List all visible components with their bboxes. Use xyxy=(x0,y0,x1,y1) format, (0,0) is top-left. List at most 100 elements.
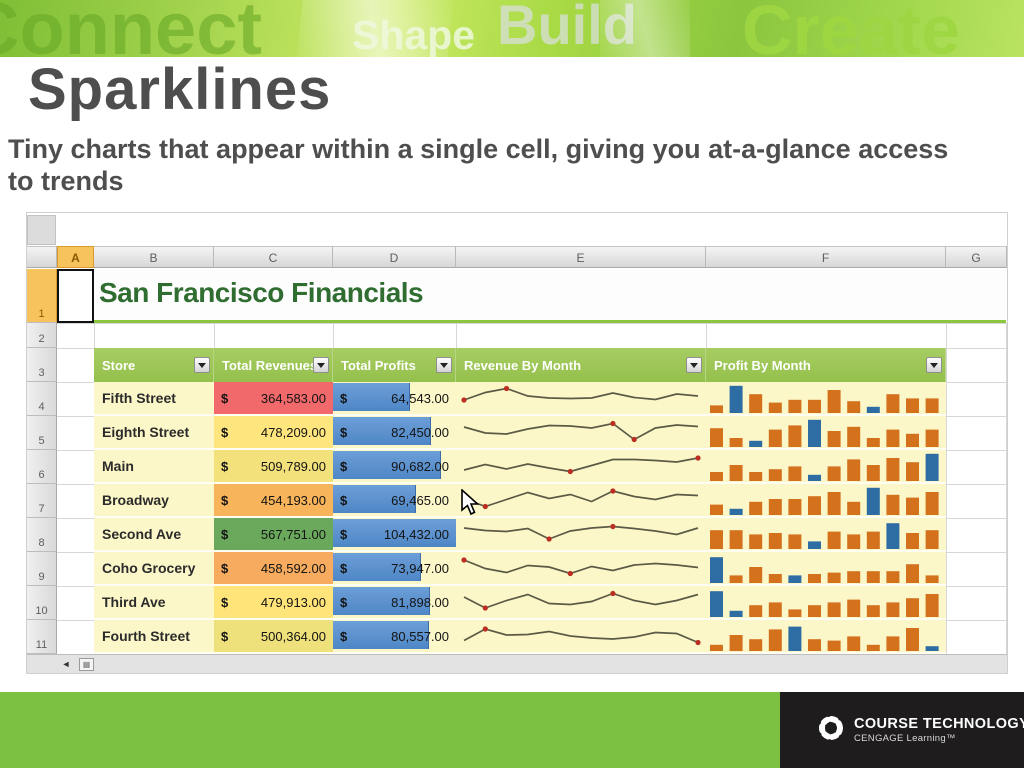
cell-total-revenues[interactable]: $500,364.00 xyxy=(214,620,333,654)
revenue-value: $458,592.00 xyxy=(221,560,326,576)
row-header-8[interactable]: 8 xyxy=(27,518,57,552)
cell-total-profits[interactable]: $80,557.00 xyxy=(333,620,456,654)
row-header-6[interactable]: 6 xyxy=(27,450,57,484)
column-header-F[interactable]: F xyxy=(706,246,946,268)
column-header-D[interactable]: D xyxy=(333,246,456,268)
store-name: Eighth Street xyxy=(102,424,190,440)
row-header-11[interactable]: 11 xyxy=(27,620,57,654)
selected-cell-a1[interactable] xyxy=(57,269,94,323)
cell-total-profits[interactable]: $73,947.00 xyxy=(333,552,456,586)
row-header-2[interactable]: 2 xyxy=(27,323,57,348)
cell-store[interactable]: Main xyxy=(94,450,214,484)
brand-cengage-learning: CENGAGE Learning™ xyxy=(854,733,956,744)
profit-data-bar xyxy=(333,553,422,581)
sheet-tab-icon[interactable]: ▦ xyxy=(79,658,94,671)
cell-store[interactable]: Fourth Street xyxy=(94,620,214,654)
revenue-value: $478,209.00 xyxy=(221,424,326,440)
profit-value: $82,450.00 xyxy=(340,424,449,440)
profit-value: $64,543.00 xyxy=(340,390,449,406)
select-all-corner[interactable] xyxy=(27,246,57,268)
column-header-A[interactable]: A xyxy=(57,246,94,268)
row-header-7[interactable]: 7 xyxy=(27,484,57,518)
cell-profit-sparkline[interactable] xyxy=(706,620,946,654)
footer-logo-area: COURSE TECHNOLOGY CENGAGE Learning™ xyxy=(780,692,1024,768)
column-header-G[interactable]: G xyxy=(946,246,1007,268)
cell-store[interactable]: Third Ave xyxy=(94,586,214,620)
revenue-value: $567,751.00 xyxy=(221,526,326,542)
revenue-value: $479,913.00 xyxy=(221,594,326,610)
banner-word-shape: Shape xyxy=(352,12,476,57)
cell-total-revenues[interactable]: $454,193.00 xyxy=(214,484,333,518)
banner-word-build: Build xyxy=(497,0,637,56)
row-header-1[interactable]: 1 xyxy=(27,269,57,323)
store-name: Broadway xyxy=(102,492,169,508)
filter-dropdown-button[interactable] xyxy=(313,357,329,373)
filter-dropdown-button[interactable] xyxy=(686,357,702,373)
cell-total-revenues[interactable]: $364,583.00 xyxy=(214,382,333,416)
cell-profit-sparkline[interactable] xyxy=(706,484,946,518)
cell-store[interactable]: Broadway xyxy=(94,484,214,518)
filter-dropdown-button[interactable] xyxy=(194,357,210,373)
cell-profit-sparkline[interactable] xyxy=(706,416,946,450)
cell-total-revenues[interactable]: $567,751.00 xyxy=(214,518,333,552)
cell-total-profits[interactable]: $69,465.00 xyxy=(333,484,456,518)
row-header-10[interactable]: 10 xyxy=(27,586,57,620)
cell-profit-sparkline[interactable] xyxy=(706,586,946,620)
cell-profit-sparkline[interactable] xyxy=(706,518,946,552)
column-sparkline xyxy=(710,591,939,617)
filter-dropdown-button[interactable] xyxy=(926,357,942,373)
column-header-B[interactable]: B xyxy=(94,246,214,268)
table-header-total-profits[interactable]: Total Profits xyxy=(333,348,456,382)
cell-revenue-sparkline[interactable] xyxy=(456,552,706,586)
revenue-value: $364,583.00 xyxy=(221,390,326,406)
column-header-E[interactable]: E xyxy=(456,246,706,268)
cell-total-profits[interactable]: $81,898.00 xyxy=(333,586,456,620)
row-header-3[interactable]: 3 xyxy=(27,348,57,382)
cell-revenue-sparkline[interactable] xyxy=(456,586,706,620)
table-header-profit-by-month[interactable]: Profit By Month xyxy=(706,348,946,382)
cell-store[interactable]: Coho Grocery xyxy=(94,552,214,586)
sheet-title: San Francisco Financials xyxy=(99,277,424,308)
column-sparkline xyxy=(710,523,939,549)
cell-profit-sparkline[interactable] xyxy=(706,382,946,416)
table-header-store[interactable]: Store xyxy=(94,348,214,382)
cell-store[interactable]: Fifth Street xyxy=(94,382,214,416)
cell-revenue-sparkline[interactable] xyxy=(456,382,706,416)
row-header-4[interactable]: 4 xyxy=(27,382,57,416)
cell-store[interactable]: Second Ave xyxy=(94,518,214,552)
table-header-total-revenues[interactable]: Total Revenues xyxy=(214,348,333,382)
profit-value: $90,682.00 xyxy=(340,458,449,474)
table-header-revenue-by-month[interactable]: Revenue By Month xyxy=(456,348,706,382)
excel-sheet-screenshot: A B C D E F G 1 2 3 4 5 6 7 8 9 10 11 San Francisco Financ… xyxy=(26,212,1008,674)
cell-total-revenues[interactable]: $458,592.00 xyxy=(214,552,333,586)
revenue-value: $509,789.00 xyxy=(221,458,326,474)
cell-total-revenues[interactable]: $479,913.00 xyxy=(214,586,333,620)
banner-word-connect: Connect xyxy=(0,0,262,57)
column-header-C[interactable]: C xyxy=(214,246,333,268)
row-header-9[interactable]: 9 xyxy=(27,552,57,586)
line-sparkline xyxy=(461,385,699,403)
profit-data-bar xyxy=(333,587,431,615)
cell-profit-sparkline[interactable] xyxy=(706,552,946,586)
profit-data-bar xyxy=(333,519,456,547)
store-name: Third Ave xyxy=(102,594,166,610)
cell-revenue-sparkline[interactable] xyxy=(456,484,706,518)
filter-dropdown-button[interactable] xyxy=(436,357,452,373)
cell-total-revenues[interactable]: $509,789.00 xyxy=(214,450,333,484)
profit-data-bar xyxy=(333,417,432,445)
cell-total-profits[interactable]: $64,543.00 xyxy=(333,382,456,416)
banner-word-create: Create xyxy=(742,0,960,57)
scroll-left-button[interactable]: ◄ xyxy=(61,659,71,669)
cell-total-revenues[interactable]: $478,209.00 xyxy=(214,416,333,450)
cell-profit-sparkline[interactable] xyxy=(706,450,946,484)
cell-total-profits[interactable]: $82,450.00 xyxy=(333,416,456,450)
cell-total-profits[interactable]: $90,682.00 xyxy=(333,450,456,484)
cell-revenue-sparkline[interactable] xyxy=(456,450,706,484)
row-header-5[interactable]: 5 xyxy=(27,416,57,450)
cell-total-profits[interactable]: $104,432.00 xyxy=(333,518,456,552)
cell-revenue-sparkline[interactable] xyxy=(456,518,706,552)
cell-revenue-sparkline[interactable] xyxy=(456,620,706,654)
sheet-scrollbar[interactable]: ◄ ▦ xyxy=(27,654,1007,673)
cell-revenue-sparkline[interactable] xyxy=(456,416,706,450)
cell-store[interactable]: Eighth Street xyxy=(94,416,214,450)
